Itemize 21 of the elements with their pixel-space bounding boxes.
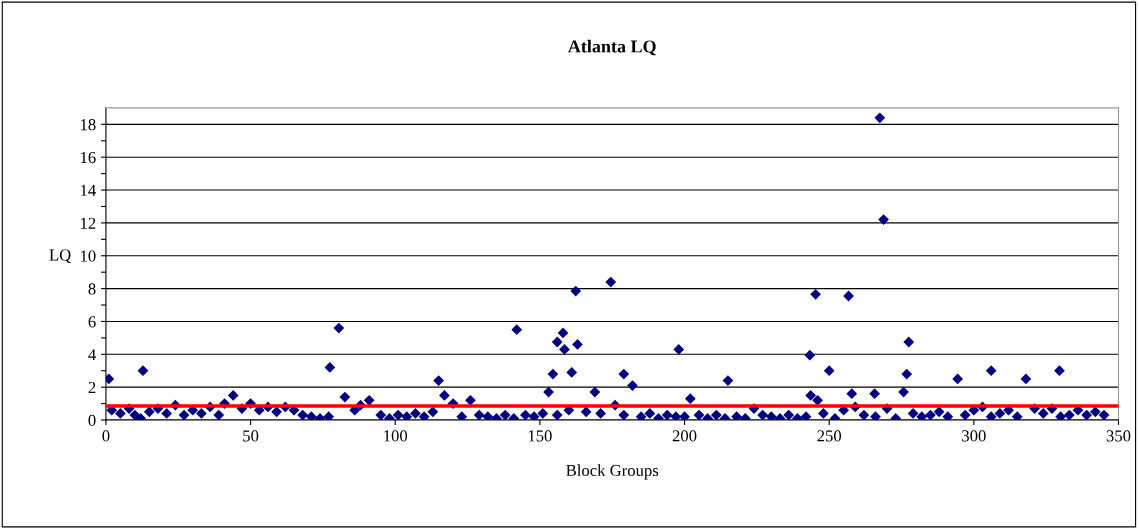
x-tick-label: 250 (817, 430, 842, 442)
x-axis-title: Block Groups (566, 464, 659, 480)
y-tick-label: 8 (88, 283, 96, 295)
x-tick-label: 50 (243, 430, 259, 442)
y-tick-label: 16 (81, 151, 96, 164)
x-tick-label: 150 (528, 430, 552, 442)
chart-title: Atlanta LQ (568, 39, 656, 56)
x-tick-label: 0 (102, 430, 110, 442)
x-tick-label: 300 (962, 430, 986, 442)
y-tick-label: 18 (81, 119, 96, 131)
y-tick-label: 6 (88, 316, 96, 328)
x-tick-label: 350 (1106, 430, 1131, 442)
x-tick-label: 200 (672, 430, 697, 442)
y-tick-label: 12 (81, 217, 96, 229)
y-tick-label: 14 (81, 184, 96, 196)
x-tick-label: 100 (384, 430, 408, 442)
y-tick-label: 10 (81, 250, 96, 262)
y-tick-label: 2 (88, 381, 96, 393)
y-tick-label: 4 (88, 349, 96, 361)
y-axis-title: LQ (49, 249, 71, 264)
y-tick-label: 0 (88, 414, 96, 426)
